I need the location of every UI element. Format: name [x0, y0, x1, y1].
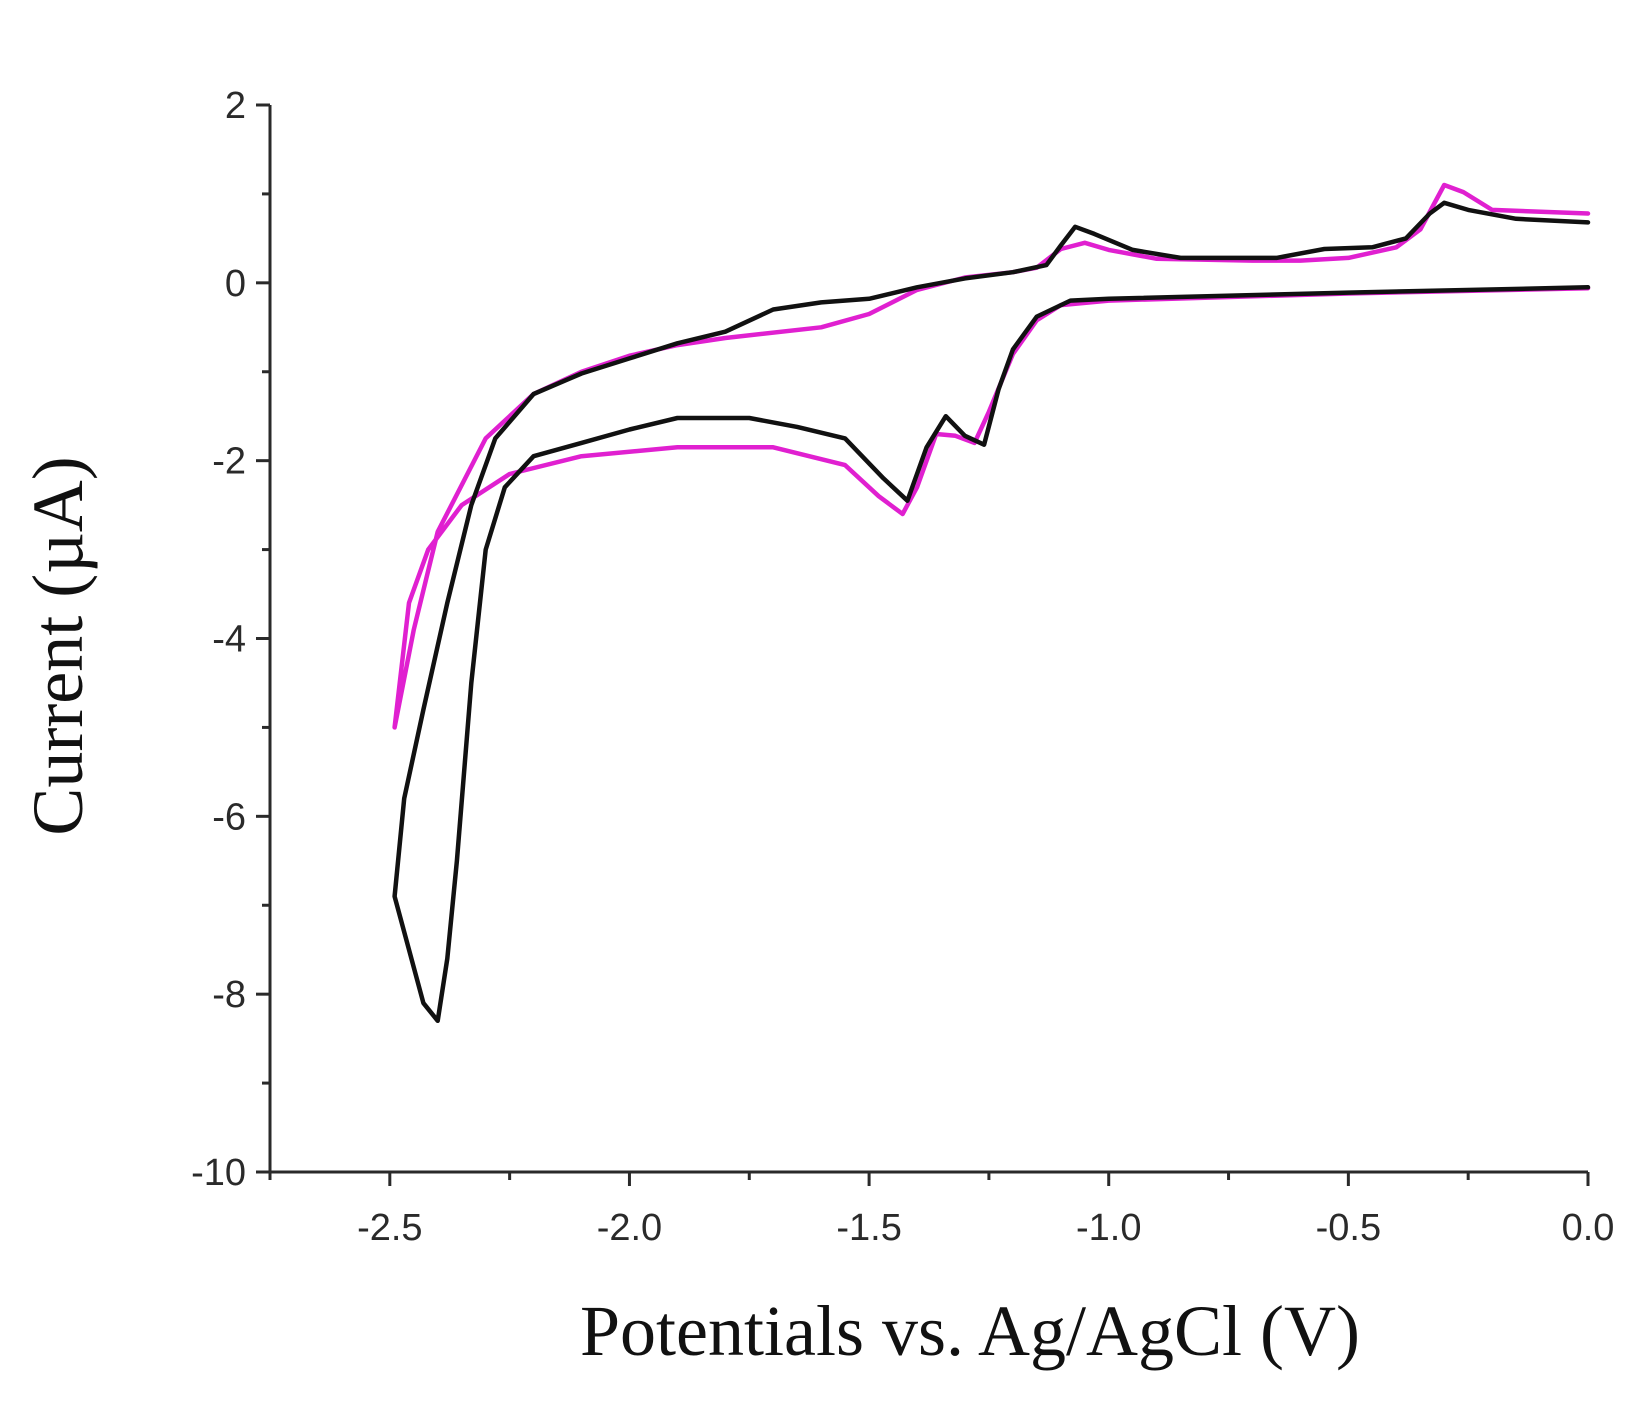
- y-tick-label: -8: [212, 974, 246, 1016]
- y-tick-label: -6: [212, 796, 246, 838]
- series: [392, 182, 1591, 1024]
- x-tick-label: -2.0: [597, 1207, 662, 1249]
- x-tick-label: -1.0: [1076, 1207, 1141, 1249]
- x-tick-label: -2.5: [357, 1207, 422, 1249]
- series-line-1: [392, 182, 1591, 730]
- y-tick-label: -10: [191, 1152, 246, 1194]
- x-tick-label: -0.5: [1316, 1207, 1381, 1249]
- y-tick-label: -4: [212, 619, 246, 661]
- y-tick-label: -2: [212, 441, 246, 483]
- ticks: 2 0 -2 -4 -6 -8 -10 -2.5 -2.0 -1.5 -1.0 -0.5 0.0: [191, 85, 1614, 1249]
- x-tick-label: -1.5: [836, 1207, 901, 1249]
- x-axis-title: Potentials vs. Ag/AgCl (V): [580, 1291, 1360, 1371]
- y-tick-label: 2: [225, 85, 246, 127]
- series-line-2: [392, 200, 1591, 1024]
- y-tick-label: 0: [225, 263, 246, 305]
- y-axis-title: Current (µA): [18, 456, 98, 835]
- axes: [268, 105, 1588, 1174]
- x-tick-label: 0.0: [1562, 1207, 1615, 1249]
